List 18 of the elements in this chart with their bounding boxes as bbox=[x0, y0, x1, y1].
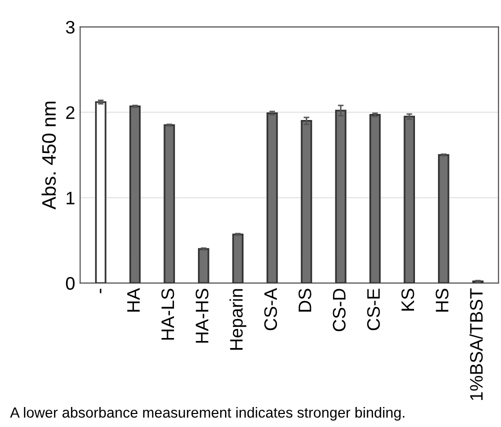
y-tick-label: 3 bbox=[66, 20, 75, 34]
y-axis-title: Abs. 450 nm bbox=[42, 102, 56, 210]
x-tick-label: HA-HS bbox=[196, 288, 208, 343]
y-tick-label: 1 bbox=[66, 192, 74, 204]
x-tick-label: DS bbox=[298, 288, 312, 312]
x-tick-label: HA bbox=[127, 288, 140, 312]
x-tick-label: KS bbox=[401, 288, 414, 311]
x-tick-label: CS-D bbox=[332, 288, 346, 332]
x-tick-label: Heparin bbox=[229, 289, 246, 350]
y-tick-label: 0 bbox=[66, 277, 75, 290]
x-tick-label: CS-A bbox=[264, 288, 278, 330]
text: A lower absorbance measurement indicates stronger binding. bbox=[10, 407, 404, 421]
x-tick-label: - bbox=[100, 288, 102, 294]
x-tick-label: HA-LS bbox=[161, 288, 174, 340]
y-tick-label: 2 bbox=[66, 106, 74, 119]
x-tick-label: CS-E bbox=[367, 288, 380, 330]
x-tick-label: 1%BSA/TBST bbox=[470, 288, 483, 400]
x-tick-label: HS bbox=[436, 288, 448, 312]
